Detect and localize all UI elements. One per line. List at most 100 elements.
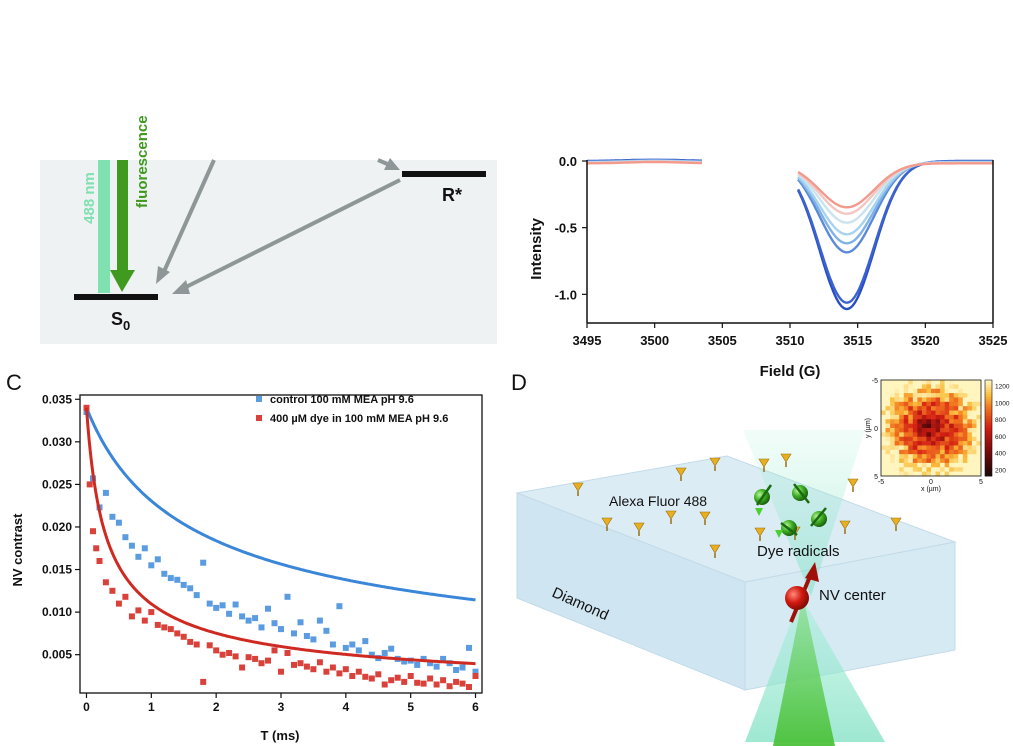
inset-pixel (903, 454, 909, 459)
inset-pixel (967, 441, 973, 446)
inset-pixel (917, 432, 923, 438)
inset-pixel (976, 380, 982, 385)
c-point-series-0 (219, 602, 226, 609)
inset-pixel (912, 449, 918, 455)
inset-pixel (931, 432, 936, 438)
c-point-series-1 (93, 545, 100, 552)
inset-pixel (881, 454, 886, 459)
colorbar-tick-label: 600 (995, 434, 1006, 441)
inset-pixel (931, 454, 936, 459)
inset-pixel (971, 432, 977, 438)
inset-pixel (881, 388, 886, 394)
inset-pixel (899, 428, 905, 433)
c-point-series-1 (427, 675, 434, 682)
inset-pixel (890, 384, 895, 390)
inset-pixel (931, 393, 936, 398)
c-point-series-1 (206, 642, 213, 649)
c-point-series-1 (141, 617, 148, 624)
dye-molecule (890, 517, 902, 527)
inset-pixel (958, 397, 964, 403)
inset-pixel (935, 401, 941, 407)
inset-pixel (881, 414, 886, 420)
inset-pixel (885, 454, 891, 459)
inset-pixel (971, 397, 977, 403)
inset-pixel (917, 441, 923, 446)
inset-pixel (967, 384, 973, 390)
colorbar-segment (985, 394, 992, 398)
c-fit-series-1 (85, 407, 476, 666)
colorbar-tick-label: 800 (995, 417, 1006, 424)
inset-pixel (940, 432, 945, 438)
inset-pixel (940, 401, 945, 407)
radical-spin-3 (810, 507, 827, 527)
c-point-series-0 (200, 559, 207, 566)
inset-pixel (917, 384, 923, 390)
inset-pixel (890, 458, 895, 464)
inset-pixel (976, 471, 982, 477)
inset-pixel (940, 454, 945, 459)
ground-state-label: S0 (111, 309, 130, 333)
c-point-series-1 (109, 587, 116, 594)
inset-pixel (890, 393, 895, 398)
inset-pixel (903, 428, 909, 433)
inset-pixel (908, 445, 914, 451)
c-point-series-1 (90, 528, 96, 535)
inset-pixel (885, 462, 891, 468)
radical-state-level (402, 171, 486, 177)
c-point-series-0 (303, 633, 310, 639)
inset-pixel (935, 384, 941, 390)
inset-pixel (912, 397, 918, 403)
inset-pixel (903, 406, 909, 411)
inset-pixel (962, 410, 968, 416)
radical-tail-1 (755, 508, 763, 516)
inset-pixel (881, 471, 886, 477)
inset-pixel (908, 423, 914, 429)
inset-pixel (931, 458, 936, 464)
inset-pixel (944, 393, 950, 398)
inset-pixel (967, 445, 973, 451)
b-series-s3 (587, 159, 993, 254)
inset-pixel (921, 388, 927, 394)
inset-pixel (926, 384, 932, 390)
c-point-series-1 (446, 683, 453, 690)
inset-pixel (935, 458, 941, 464)
inset-pixel (917, 454, 923, 459)
inset-pixel (899, 380, 905, 385)
dye-radicals-group (754, 483, 827, 538)
colorbar-segment (985, 408, 992, 412)
inset-ytick-label: -5 (872, 378, 878, 385)
inset-pixel (976, 467, 982, 472)
b-xtick-label: 3505 (708, 333, 737, 348)
c-point-series-0 (401, 658, 408, 665)
inset-pixel (935, 393, 941, 398)
inset-pixel (926, 419, 932, 424)
c-point-series-1 (200, 678, 207, 685)
inset-pixel (944, 432, 950, 438)
c-point-series-0 (167, 575, 174, 582)
inset-pixel (958, 384, 964, 390)
inset-pixel (921, 406, 927, 411)
inset-pixel (971, 380, 977, 385)
inset-pixel (944, 414, 950, 420)
c-point-series-0 (187, 585, 194, 592)
inset-pixel (953, 397, 959, 403)
inset-pixel (926, 454, 932, 459)
inset-pixel (885, 388, 891, 394)
inset-pixel (903, 388, 909, 394)
dye-molecule (601, 517, 613, 527)
colorbar-segment (985, 413, 992, 417)
inset-pixel (912, 462, 918, 468)
inset-pixel (912, 467, 918, 472)
inset-pixel (931, 401, 936, 407)
c-point-series-1 (258, 660, 265, 667)
c-xlabel: T (ms) (261, 728, 300, 743)
inset-pixel (935, 454, 941, 459)
c-point-series-1 (213, 647, 220, 654)
nv-spin-arrow-head (805, 562, 819, 582)
inset-pixel (967, 406, 973, 411)
inset-xtick-label: 0 (929, 479, 933, 486)
inset-pixel (917, 414, 923, 420)
inset-pixel (958, 388, 964, 394)
inset-pixel (890, 380, 895, 385)
inset-pixel (917, 458, 923, 464)
